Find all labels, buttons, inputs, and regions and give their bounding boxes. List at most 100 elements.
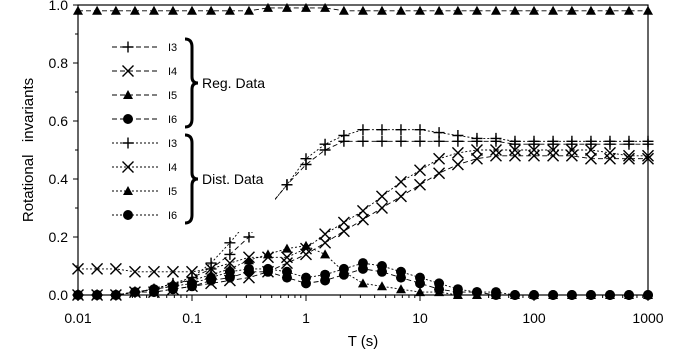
x-axis-label: T (s) [348, 333, 379, 350]
y-tick-label: 1.0 [49, 0, 69, 13]
legend-marker [122, 161, 134, 173]
data-point [319, 228, 332, 241]
data-point [262, 263, 273, 274]
data-point [489, 144, 502, 156]
y-tick-label: 0.8 [49, 55, 69, 71]
legend-group-label: Dist. Data [202, 171, 264, 187]
data-point [357, 5, 368, 15]
data-point [415, 272, 425, 283]
data-point [414, 178, 426, 191]
data-point [490, 132, 502, 144]
legend-marker [123, 210, 133, 220]
legend-background [95, 32, 275, 232]
data-point [281, 243, 292, 253]
tick-labels: 0.01 0.1 1 10 100 1000 0.0 0.2 0.4 0.6 0.8 1.0 [49, 0, 664, 326]
x-tick-label: 1 [302, 310, 310, 326]
data-point [547, 149, 560, 162]
data-point [528, 144, 540, 156]
data-point [548, 5, 559, 15]
data-point [110, 5, 121, 15]
data-point [166, 265, 179, 278]
x-tick-label: 1000 [632, 310, 663, 326]
data-point [376, 5, 387, 15]
data-point [167, 281, 178, 292]
data-point [489, 149, 502, 162]
legend-marker [122, 137, 134, 149]
y-tick-label: 0.2 [49, 229, 69, 245]
data-point [357, 135, 369, 147]
data-point [280, 251, 293, 264]
legend-marker [123, 186, 133, 195]
x-tick-label: 0.1 [182, 310, 202, 326]
data-point [508, 149, 521, 162]
data-point [319, 138, 331, 150]
data-point [280, 257, 293, 270]
data-point [395, 135, 407, 147]
legend-brace [184, 37, 199, 129]
data-point [206, 272, 217, 283]
data-point [603, 146, 616, 159]
data-point [471, 132, 483, 144]
data-point [566, 135, 578, 147]
data-point [470, 144, 483, 156]
data-point [338, 5, 349, 15]
data-point [281, 2, 292, 12]
data-point [376, 261, 387, 271]
data-point [490, 5, 501, 15]
data-point [167, 5, 178, 15]
data-point [375, 190, 388, 203]
data-point [395, 266, 406, 277]
data-point [547, 135, 559, 147]
data-point [320, 269, 331, 280]
legend-marker [123, 114, 133, 124]
legend: I3 I4 I5 I6 Reg. Data I3 I4 I5 I6 Dist. Data [95, 32, 275, 232]
data-point [622, 149, 635, 162]
legend-group-label: Reg. Data [202, 75, 265, 91]
data-point [603, 152, 616, 165]
x-tick-label: 10 [412, 310, 428, 326]
data-point [301, 240, 311, 250]
data-point [395, 284, 406, 294]
data-point [623, 135, 635, 147]
y-axis-label: Rotational invariants [20, 78, 37, 222]
plot-frame [77, 4, 649, 296]
legend-entry-label: I5 [168, 186, 177, 198]
data-point [434, 278, 445, 289]
data-point [320, 2, 331, 12]
legend-entry-label: I6 [168, 114, 177, 126]
data-point [584, 144, 597, 156]
legend-entry-label: I3 [168, 42, 177, 54]
data-point [206, 5, 217, 15]
data-point [565, 144, 578, 156]
data-point [395, 124, 407, 136]
data-point [262, 249, 273, 259]
data-point [509, 5, 520, 15]
data-point [357, 278, 368, 288]
data-point [205, 262, 218, 275]
data-point [470, 152, 483, 165]
data-point [357, 258, 368, 269]
data-point [433, 152, 446, 165]
data-point [452, 284, 463, 295]
legend-marker [123, 90, 133, 99]
data-point [186, 265, 198, 278]
data-point [528, 149, 540, 162]
data-point [452, 5, 463, 15]
data-point [376, 281, 387, 291]
data-point [187, 278, 197, 289]
data-point [452, 130, 464, 141]
data-point [243, 255, 254, 265]
data-point [433, 167, 446, 180]
data-point [585, 5, 596, 15]
data-point [547, 144, 560, 156]
data-point [187, 5, 197, 15]
legend-entry-label: I4 [168, 162, 177, 174]
data-point [224, 5, 235, 15]
data-point [394, 190, 407, 203]
data-point [376, 124, 388, 136]
data-point [320, 249, 331, 259]
data-point [128, 265, 141, 278]
data-point [337, 225, 350, 238]
data-point [205, 257, 217, 269]
